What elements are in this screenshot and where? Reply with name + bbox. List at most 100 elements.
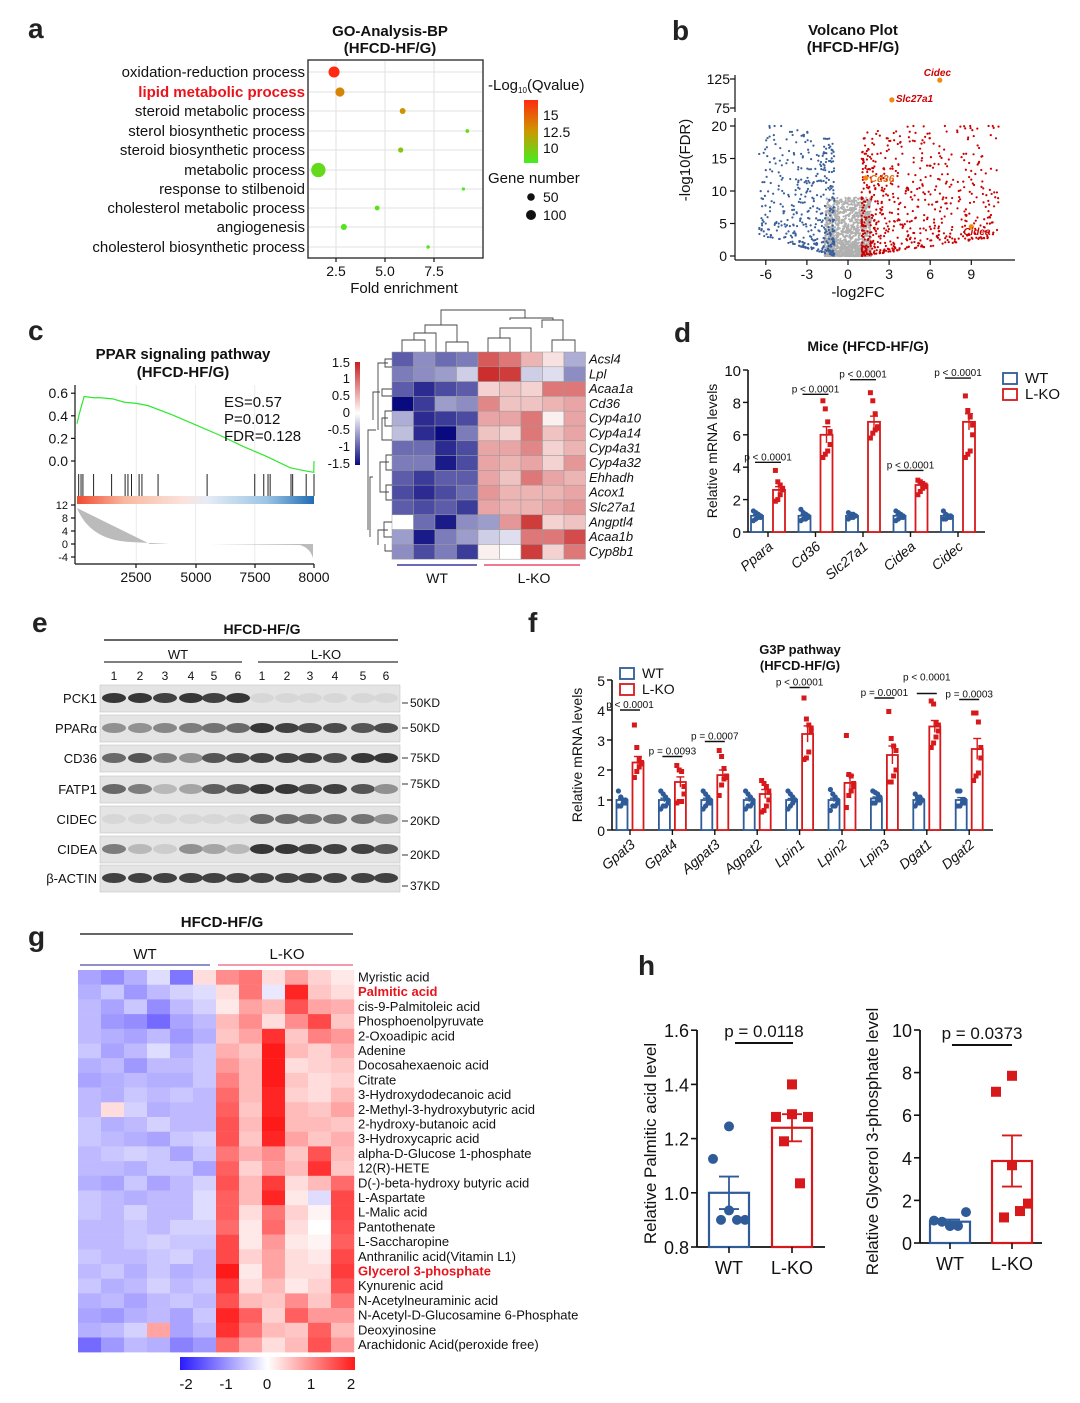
heatmap-g-cell (124, 999, 148, 1015)
heatmap-c-cell (542, 499, 565, 516)
volcano-point (870, 180, 873, 184)
heatmap-c-cell (520, 396, 543, 412)
volcano-point-up (892, 248, 895, 251)
wb-band (323, 844, 347, 854)
volcano-point-down (777, 188, 780, 191)
volcano-point-up (912, 156, 915, 159)
volcano-point-up (872, 193, 876, 197)
volcano-point-ns (856, 244, 859, 248)
heatmap-g-cell (331, 1102, 355, 1118)
heatmap-c-cell (499, 514, 522, 530)
volcano-point-up (946, 207, 949, 210)
volcano-point-up (920, 157, 924, 160)
go-term-label: metabolic process (184, 162, 305, 179)
volcano-point-down (821, 250, 824, 253)
volcano-point-up (876, 227, 879, 230)
heatmap-g-cell (216, 1028, 240, 1044)
heatmap-g-group-ko: L-KO (269, 946, 304, 963)
volcano-point-up (918, 242, 921, 245)
volcano-point-down (765, 139, 768, 142)
heatmap-c-cell (434, 544, 457, 560)
volcano-point-ns (857, 231, 860, 234)
volcano-point-ns (840, 222, 843, 225)
volcano-point-down (772, 134, 775, 137)
volcano-point-up (880, 201, 883, 205)
heatmap-g-cell (78, 1175, 102, 1191)
volcano-point-ns (839, 246, 842, 249)
volcano-point-up (866, 154, 869, 157)
volcano-point-down (800, 167, 803, 170)
heatmap-c-cell (563, 425, 586, 442)
legend-title-part: (Qvalue) (527, 77, 585, 94)
volcano-point-ns (848, 234, 851, 237)
volcano-point-down (828, 170, 831, 173)
heatmap-g-cell (308, 1190, 332, 1206)
gsea-metric-tick-label: 0 (62, 539, 68, 551)
volcano-point-up (969, 124, 972, 128)
heatmap-c-cell (542, 514, 565, 530)
ko-data-point (967, 414, 973, 420)
volcano-point-up (922, 191, 925, 194)
volcano-point-down (832, 189, 835, 192)
heatmap-g-cell (101, 1028, 125, 1044)
volcano-point-down (815, 217, 818, 220)
volcano-point-down (801, 201, 804, 204)
bar-y-tick-label: 4 (733, 460, 741, 477)
legend-label: L-KO (642, 681, 675, 697)
volcano-point-up (875, 249, 878, 252)
wb-marker-label: 75KD (410, 751, 440, 765)
volcano-point-ns (836, 228, 839, 231)
volcano-point-up (871, 170, 874, 173)
volcano-point-down (764, 204, 767, 207)
volcano-point-up (952, 178, 955, 181)
volcano-point-ns (827, 206, 830, 209)
volcano-point (870, 198, 873, 201)
wt-data-point (945, 1220, 955, 1231)
heatmap-g-cell (170, 1058, 194, 1074)
legend-label: L-KO (1025, 386, 1060, 403)
volcano-point-up (876, 202, 880, 205)
bar-y-tick-label: 10 (724, 363, 741, 380)
volcano-point-up (865, 216, 868, 219)
volcano-point-up (950, 153, 953, 156)
volcano-point-ns (858, 247, 861, 251)
volcano-point-up (877, 235, 880, 238)
volcano-point-up (940, 217, 943, 220)
go-dot (461, 187, 466, 191)
volcano-point-up (947, 240, 950, 244)
heatmap-c-cell (499, 484, 522, 501)
go-color-legend-title: -Log10(Qvalue) (488, 77, 584, 95)
heatmap-g-cell (147, 1161, 171, 1176)
wb-band (202, 723, 226, 733)
volcano-point-up (880, 189, 883, 192)
heatmap-c-cell (563, 381, 586, 397)
volcano-point-up (911, 180, 915, 184)
volcano-point-down (769, 236, 772, 239)
heatmap-g-cell (331, 1161, 355, 1176)
volcano-point (911, 209, 914, 213)
heatmap-g-cell (262, 1072, 286, 1088)
p-value-label: p < 0.0001 (792, 384, 840, 395)
heatmap-c-cell (477, 484, 500, 501)
heatmap-g-cell (262, 1161, 286, 1176)
volcano-point-down (831, 185, 834, 188)
volcano-point (824, 137, 827, 140)
wb-lane-number: 4 (188, 669, 195, 683)
volcano-point-down (829, 234, 832, 237)
volcano-point-ns (842, 242, 845, 245)
volcano-point-ns (846, 202, 849, 205)
wb-band (202, 844, 226, 854)
heatmap-g-cell (170, 1175, 194, 1191)
bar-category-label: Cidea (880, 538, 918, 574)
heatmap-g-cell (239, 1234, 263, 1250)
wb-group-ko: L-KO (311, 647, 341, 662)
volcano-point-down (782, 212, 785, 215)
wb-band (202, 753, 226, 763)
volcano-point-up (879, 234, 882, 237)
volcano-point-ns (858, 219, 861, 222)
heatmap-g-metabolite-label: Deoxyinosine (358, 1322, 436, 1337)
ko-data-point (851, 781, 857, 786)
heatmap-g-metabolite-label: Anthranilic acid(Vitamin L1) (358, 1249, 516, 1264)
volcano-point-ns (853, 232, 857, 235)
wb-band (323, 723, 347, 733)
